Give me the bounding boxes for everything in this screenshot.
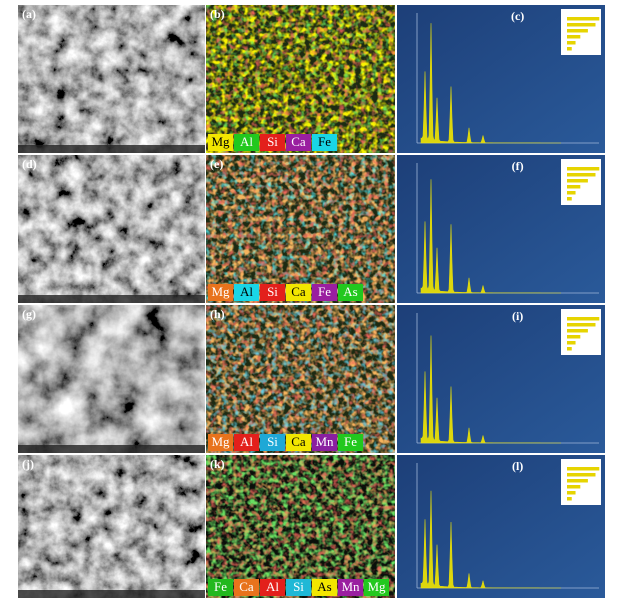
panel-label: (l) — [512, 459, 523, 473]
element-symbol: Al — [240, 134, 253, 149]
figure: (a) (b) Mg Al Si Ca Fe (c) (d) (e) Mg Al Si Ca Fe As (f)… — [0, 0, 623, 602]
inset-bar — [567, 317, 599, 321]
element-layer — [206, 155, 395, 303]
eds-map: (b) Mg Al Si Ca Fe — [206, 5, 395, 153]
inset-bar — [567, 497, 572, 501]
sem-scale-bar — [18, 590, 205, 598]
sem-image — [18, 455, 205, 598]
element-symbol: Si — [267, 134, 278, 149]
panel-label: (c) — [511, 9, 524, 23]
inset-bar — [567, 197, 572, 201]
panel-label: (h) — [210, 307, 225, 321]
inset-bar — [567, 485, 580, 489]
inset-bar — [567, 473, 596, 477]
inset-bar — [567, 335, 580, 339]
inset-bar — [567, 323, 596, 327]
inset-bar — [567, 167, 599, 171]
element-symbol: Mg — [211, 434, 230, 449]
sem-scale-bar — [18, 445, 205, 453]
element-symbol: Fe — [214, 579, 227, 594]
element-layer — [206, 455, 395, 598]
sem-scale-bar — [18, 145, 205, 153]
element-layer — [206, 305, 395, 453]
element-symbol: Fe — [318, 134, 331, 149]
element-symbol: Al — [240, 284, 253, 299]
panel-label: (i) — [512, 309, 523, 323]
element-symbol: Ca — [291, 134, 306, 149]
panel-label: (k) — [210, 457, 225, 471]
element-symbol: Si — [267, 434, 278, 449]
inset-bar — [567, 23, 596, 27]
element-symbol: Mg — [211, 134, 230, 149]
element-symbol: Al — [266, 579, 279, 594]
element-symbol: Ca — [291, 284, 306, 299]
eds-map: (h) Mg Al Si Ca Mn Fe — [206, 305, 395, 453]
inset-bar — [567, 29, 588, 33]
eds-map: (e) Mg Al Si Ca Fe As — [206, 155, 395, 303]
element-symbol: Mg — [367, 579, 386, 594]
inset-bar — [567, 341, 576, 345]
element-symbol: Ca — [291, 434, 306, 449]
inset-bar — [567, 329, 588, 333]
inset-bar — [567, 185, 580, 189]
element-symbol: Si — [293, 579, 304, 594]
inset-bar — [567, 479, 588, 483]
inset-bar — [567, 179, 588, 183]
panel-label: (j) — [22, 457, 34, 471]
panel-label: (f) — [512, 159, 524, 173]
element-symbol: Si — [267, 284, 278, 299]
panel-label: (b) — [210, 7, 225, 21]
element-symbol: Fe — [344, 434, 357, 449]
element-symbol: As — [343, 284, 357, 299]
element-symbol: Fe — [318, 284, 331, 299]
inset-bar — [567, 491, 576, 495]
inset-bar — [567, 173, 596, 177]
inset-bar — [567, 17, 599, 21]
inset-bar — [567, 41, 576, 45]
element-symbol: As — [317, 579, 331, 594]
panel-label: (e) — [210, 157, 223, 171]
inset-bar — [567, 35, 580, 39]
sem-scale-bar — [18, 295, 205, 303]
inset-bar — [567, 47, 572, 51]
element-layer — [206, 5, 395, 153]
sem-image — [18, 155, 205, 303]
panel-label: (a) — [22, 7, 36, 21]
element-symbol: Al — [240, 434, 253, 449]
element-symbol: Ca — [239, 579, 254, 594]
eds-map: (k) Fe Ca Al Si As Mn Mg — [206, 455, 395, 598]
element-symbol: Mg — [211, 284, 230, 299]
inset-bar — [567, 467, 599, 471]
panel-label: (g) — [22, 307, 36, 321]
panel-label: (d) — [22, 157, 37, 171]
inset-bar — [567, 347, 572, 351]
inset-bar — [567, 191, 576, 195]
element-symbol: Mn — [341, 579, 360, 594]
element-symbol: Mn — [315, 434, 334, 449]
sem-image — [18, 305, 205, 453]
sem-image — [18, 5, 205, 153]
